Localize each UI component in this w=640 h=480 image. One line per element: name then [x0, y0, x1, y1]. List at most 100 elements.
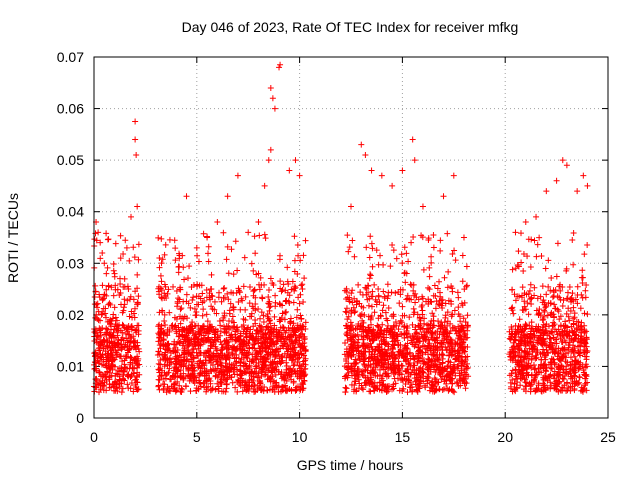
- data-point: [354, 339, 361, 346]
- data-point: [410, 287, 417, 294]
- data-point: [412, 299, 419, 306]
- data-point: [119, 344, 125, 351]
- data-point: [239, 346, 246, 353]
- data-point: [506, 335, 513, 342]
- data-point: [517, 323, 524, 330]
- data-point: [161, 369, 168, 376]
- data-point: [271, 313, 278, 320]
- data-point: [425, 336, 432, 343]
- data-point: [242, 378, 249, 385]
- data-point: [111, 304, 118, 311]
- data-point: [180, 264, 187, 271]
- data-point: [103, 230, 110, 237]
- data-point: [578, 384, 585, 391]
- data-point: [451, 365, 458, 372]
- data-point: [107, 365, 114, 372]
- data-point: [530, 361, 537, 368]
- data-point: [261, 281, 268, 288]
- data-point: [428, 331, 435, 338]
- data-point: [255, 281, 262, 288]
- data-point: [218, 369, 225, 376]
- data-point: [410, 356, 417, 363]
- data-point: [193, 387, 200, 394]
- data-point: [257, 380, 264, 387]
- data-point: [282, 387, 289, 394]
- data-point: [283, 369, 290, 376]
- data-point: [131, 305, 138, 312]
- data-point: [434, 328, 441, 335]
- data-point: [271, 358, 278, 365]
- data-point: [185, 372, 192, 379]
- data-point: [174, 346, 181, 353]
- data-point: [130, 244, 137, 251]
- data-point: [134, 361, 141, 368]
- data-point: [277, 61, 284, 68]
- data-point: [94, 304, 101, 311]
- data-point: [348, 290, 355, 297]
- data-point: [431, 388, 438, 395]
- data-point: [415, 350, 422, 357]
- data-point: [244, 325, 251, 332]
- data-point: [252, 317, 259, 324]
- data-point: [119, 329, 126, 336]
- data-point: [511, 291, 518, 298]
- data-point: [205, 383, 212, 390]
- data-point: [251, 233, 258, 240]
- data-point: [95, 229, 102, 236]
- data-point: [519, 307, 526, 314]
- data-point: [536, 234, 543, 241]
- chart-title: Day 046 of 2023, Rate Of TEC Index for r…: [182, 19, 519, 35]
- data-point: [218, 298, 225, 305]
- data-point: [464, 323, 471, 330]
- data-point: [375, 315, 382, 322]
- data-point: [229, 343, 236, 350]
- data-point: [258, 323, 265, 330]
- data-point: [346, 349, 353, 356]
- data-point: [277, 278, 284, 285]
- data-point: [403, 270, 410, 277]
- data-point: [240, 283, 247, 290]
- data-point: [193, 312, 200, 319]
- data-point: [460, 373, 467, 380]
- data-point: [225, 342, 232, 349]
- data-point: [301, 275, 308, 282]
- data-point: [272, 303, 279, 310]
- data-point: [431, 358, 438, 365]
- data-point: [363, 285, 370, 292]
- data-point: [119, 385, 126, 392]
- data-point: [384, 281, 391, 288]
- data-point: [570, 230, 577, 237]
- data-point: [367, 364, 374, 371]
- data-point: [342, 308, 349, 315]
- data-point: [118, 301, 125, 308]
- data-point: [567, 361, 574, 368]
- data-point: [211, 329, 218, 336]
- data-point: [564, 387, 571, 394]
- data-point: [464, 322, 471, 329]
- data-point: [343, 346, 350, 353]
- data-point: [426, 273, 433, 280]
- data-point: [267, 84, 274, 91]
- data-point: [445, 358, 452, 365]
- data-point: [290, 379, 297, 386]
- data-point: [577, 305, 584, 312]
- data-point: [449, 250, 456, 257]
- data-point: [186, 349, 193, 356]
- data-point: [341, 340, 348, 347]
- data-point: [436, 370, 443, 377]
- data-point: [217, 332, 224, 339]
- data-point: [563, 265, 570, 272]
- data-point: [427, 362, 434, 369]
- data-point: [434, 356, 441, 363]
- data-point: [172, 358, 179, 365]
- data-point: [191, 367, 198, 374]
- data-point: [240, 328, 247, 335]
- data-point: [369, 245, 376, 252]
- data-point: [528, 356, 535, 363]
- data-point: [171, 314, 178, 321]
- data-point: [180, 363, 187, 370]
- data-point: [451, 389, 458, 396]
- data-point: [251, 287, 258, 294]
- data-point: [299, 381, 306, 388]
- data-point: [547, 344, 554, 351]
